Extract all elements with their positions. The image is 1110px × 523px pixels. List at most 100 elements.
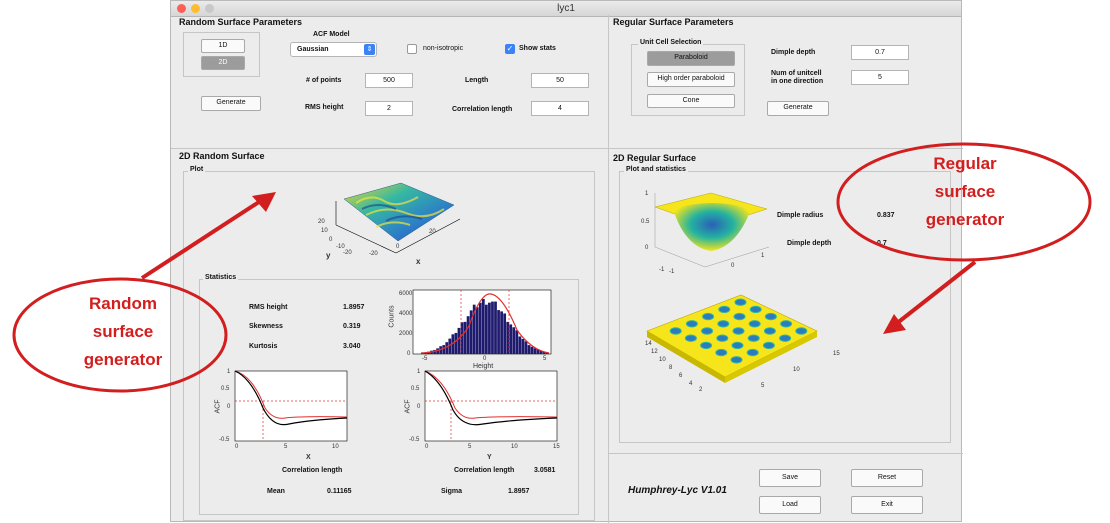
acf-y-ytick: 1 [417,369,421,375]
dimple-ztick: 0.5 [641,219,650,225]
regular-arrow-head [883,314,906,334]
correlation-length-input[interactable]: 4 [531,101,589,116]
acf-x-ytick: 0.5 [221,386,230,392]
array-tick: 14 [645,341,652,347]
num-unitcell-label-line1: Num of unitcell [771,70,822,77]
acf-x-ytick: -0.5 [219,437,230,443]
regular-callout-line3: generator [925,210,1005,229]
dimple [764,312,777,321]
acf-y-xtick: 15 [553,444,560,450]
dim-1d-button[interactable]: 1D [201,39,245,53]
random-callout-ellipse [12,277,228,393]
hist-bar [442,345,446,354]
hist-bar [527,345,531,354]
acf-y-xtick: 0 [425,444,429,450]
hist-bar [491,301,494,354]
random-arrow-head [252,192,276,212]
reset-button[interactable]: Reset [851,469,923,487]
rms-height-label: RMS height [305,104,344,111]
dimple [749,305,762,314]
dimple-array-3d-plot [646,294,818,383]
acf-model-select[interactable]: Gaussian ⇕ [290,42,377,57]
dimple [684,334,697,342]
hist-ytick: 4000 [399,311,413,317]
high-order-paraboloid-button[interactable]: High order paraboloid [647,72,735,87]
random-callout-line1: Random [89,294,157,313]
dimple-tick: -1 [659,267,665,273]
num-points-label: # of points [306,77,342,84]
dimple-ztick: 1 [645,191,649,197]
sigma-label: Sigma [441,488,463,495]
unit-cell-group: Unit Cell Selection Paraboloid High orde… [631,39,745,116]
hist-bar [494,301,497,354]
dimple-tick: 0 [731,263,735,269]
checkmark-icon: ✓ [506,44,514,53]
show-stats-label: Show stats [519,45,556,52]
dim-2d-button[interactable]: 2D [201,56,245,70]
chevron-updown-icon: ⇕ [364,44,375,55]
acf-y-ytick: 0 [417,404,421,410]
rms-height-input[interactable]: 2 [365,101,413,116]
cone-button[interactable]: Cone [647,94,735,108]
panel-divider [608,15,609,523]
random-plot-label: Plot [188,166,206,173]
length-input[interactable]: 50 [531,73,589,88]
save-button[interactable]: Save [759,469,821,487]
exit-button[interactable]: Exit [851,496,923,514]
mean-value: 0.11165 [327,488,352,495]
dimple-3d-plot [654,192,770,268]
dimple [795,327,808,335]
hist-bar [469,310,473,354]
close-window-button[interactable] [177,4,186,13]
dimple-radius-label: Dimple radius [777,212,824,219]
num-unitcell-label: Num of unitcell in one direction [771,70,823,86]
non-isotropic-checkbox[interactable] [407,44,417,54]
random-surface-3d-plot [335,182,461,254]
stat-rms-height-value: 1.8957 [343,304,365,311]
statistics-label: Statistics [203,274,239,281]
acf-x-xtick: 5 [284,444,288,450]
random-generate-button[interactable]: Generate [201,96,261,111]
hist-bar [530,346,534,354]
num-unitcell-input[interactable]: 5 [851,70,909,85]
paraboloid-button[interactable]: Paraboloid [647,51,735,66]
minimize-window-button[interactable] [191,4,200,13]
unit-cell-label: Unit Cell Selection [638,39,704,46]
regular-callout-text: Regular surface generator [900,150,1030,234]
title-bar: lyc1 [171,1,961,17]
hist-bar [533,348,537,354]
regular-arrow [894,260,977,326]
dimple-depth-param-label: Dimple depth [771,49,816,56]
hist-bar [536,349,540,354]
array-tick: 15 [833,351,840,357]
load-button[interactable]: Load [759,496,821,514]
statistics-group: Statistics [199,274,579,515]
dimple-depth-stat-value: 0.7 [877,240,887,247]
show-stats-checkbox[interactable]: ✓ [505,44,515,54]
hist-bar [445,342,449,354]
dimple-radius-value: 0.837 [877,212,895,219]
random-callout-text: Random surface generator [58,290,188,374]
dimple [685,320,698,328]
sigma-value: 1.8957 [508,488,530,495]
regular-generate-button[interactable]: Generate [767,101,829,116]
dimple [718,305,731,314]
num-points-input[interactable]: 500 [365,73,413,88]
zoom-window-button[interactable] [205,4,214,13]
random-callout-line2: surface [92,322,154,341]
random-arrow [140,198,264,280]
hist-bar [478,302,482,354]
length-label: Length [465,77,489,84]
dimple-depth-input[interactable]: 0.7 [851,45,909,60]
footer-divider [609,453,963,454]
hist-bar [460,322,464,354]
acf-x-plot [234,370,348,442]
regular-surface-heading: 2D Regular Surface [613,153,697,163]
stat-skewness-label: Skewness [249,323,283,330]
acf-y-plot [424,370,558,442]
acf-y-ytick: -0.5 [409,437,420,443]
hist-bar [509,324,513,354]
acf-y-corr-length-value: 3.0581 [534,467,556,474]
dimple-tick: -1 [669,269,675,275]
